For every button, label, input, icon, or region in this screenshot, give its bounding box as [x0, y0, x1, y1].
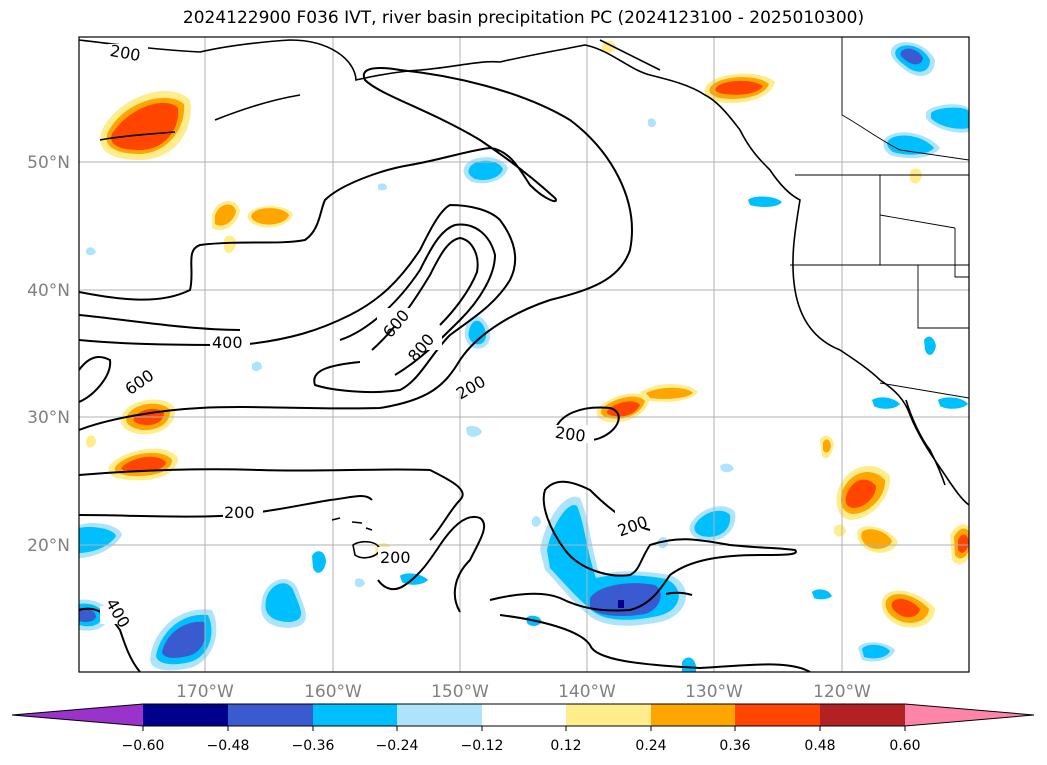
- contour-label: 200: [224, 503, 255, 522]
- lon-label-170w: 170°W: [176, 682, 234, 702]
- negative-anomaly-patches: [79, 42, 969, 672]
- contour-label: 200: [380, 548, 411, 567]
- contour-label: 400: [212, 333, 243, 352]
- colorbar-tick: 0.12: [550, 738, 581, 754]
- colorbar-tick: 0.60: [889, 738, 920, 754]
- lat-label-20n: 20°N: [27, 536, 70, 556]
- longitude-labels: 170°W 160°W 150°W 140°W 130°W 120°W: [176, 682, 871, 702]
- colorbar-tick: 0.36: [719, 738, 750, 754]
- lon-label-160w: 160°W: [304, 682, 362, 702]
- lon-label-130w: 130°W: [685, 682, 743, 702]
- lon-label-140w: 140°W: [558, 682, 616, 702]
- state-borders: [790, 37, 969, 399]
- colorbar-extend-min: [12, 704, 143, 726]
- contour-label: 200: [554, 423, 587, 446]
- ivt-contour-labels: 200 400 600 600 800 200 200 200 200 200 …: [100, 41, 655, 631]
- colorbar-tick: 0.24: [635, 738, 666, 754]
- colorbar-extend-max: [905, 704, 1034, 726]
- latitude-labels: 50°N 40°N 30°N 20°N: [27, 153, 70, 556]
- graticule: [79, 37, 969, 672]
- colorbar-tick: −0.24: [376, 738, 419, 754]
- colorbar-tick-labels: −0.60 −0.48 −0.36 −0.24 −0.12 0.12 0.24 …: [122, 738, 921, 754]
- map-panel: 200 400 600 600 800 200 200 200 200 200 …: [79, 37, 969, 672]
- colorbar-tick: 0.48: [804, 738, 835, 754]
- colorbar-tick: −0.60: [122, 738, 165, 754]
- colorbar-tick: −0.36: [292, 738, 335, 754]
- map-title: 2024122900 F036 IVT, river basin precipi…: [182, 8, 865, 28]
- coastline: [79, 39, 969, 559]
- lat-label-40n: 40°N: [27, 281, 70, 301]
- lon-label-150w: 150°W: [431, 682, 489, 702]
- map-frame: [78, 36, 970, 673]
- lat-label-50n: 50°N: [27, 153, 70, 173]
- colorbar: −0.60 −0.48 −0.36 −0.24 −0.12 0.12 0.24 …: [11, 703, 1035, 754]
- colorbar-tick: −0.48: [207, 738, 250, 754]
- lon-label-120w: 120°W: [813, 682, 871, 702]
- ivt-contours: [79, 67, 811, 672]
- lat-label-30n: 30°N: [27, 408, 70, 428]
- colorbar-tick: −0.12: [461, 738, 504, 754]
